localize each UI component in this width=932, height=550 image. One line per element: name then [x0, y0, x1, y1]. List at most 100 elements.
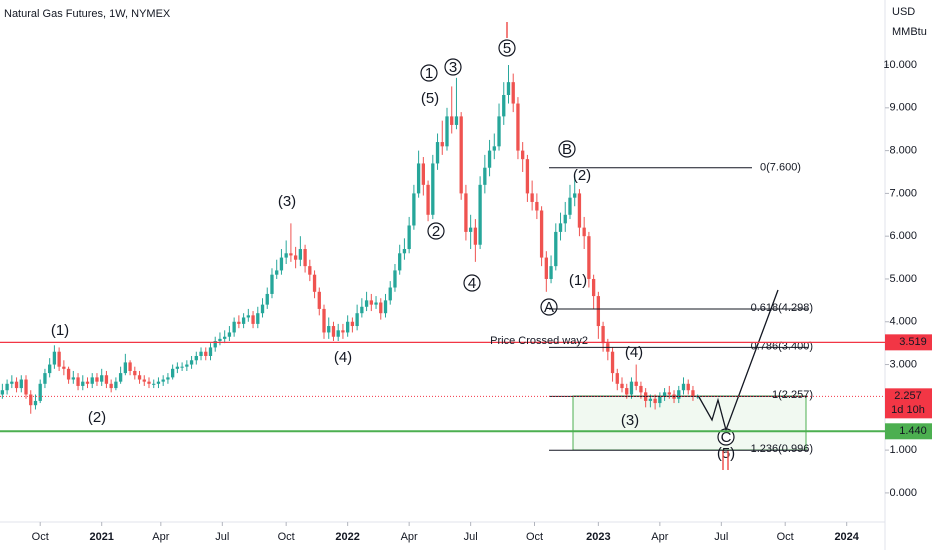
candle-body: [525, 159, 530, 194]
candle-body: [133, 370, 137, 376]
line-text: Price Crossed way2: [490, 335, 588, 347]
wave-projection: [698, 289, 779, 433]
candle-body: [308, 266, 312, 275]
candle-body: [639, 385, 643, 393]
candle-body: [483, 167, 487, 185]
fib-label: 1.236(0.996): [751, 443, 813, 455]
wave-circle: [444, 58, 462, 76]
candle-body: [303, 249, 307, 267]
x-tick-label: Jul: [215, 531, 229, 543]
wave-circle: [463, 274, 481, 292]
wave-label: (4): [334, 349, 352, 366]
candle-body: [440, 142, 444, 147]
chart-title: Natural Gas Futures, 1W, NYMEX: [4, 8, 171, 20]
price-box: [885, 388, 932, 419]
candle-body: [530, 193, 534, 202]
candle-body: [454, 116, 459, 125]
fib-label: 0.786(3.400): [751, 340, 813, 352]
candle-body: [142, 379, 146, 382]
candle-body: [189, 360, 194, 365]
candle-body: [38, 383, 42, 401]
y-tick-label: 9.000: [889, 102, 917, 114]
candle-body: [95, 377, 99, 382]
candle-body: [478, 184, 482, 245]
candle-body: [246, 315, 250, 318]
candle-body: [81, 381, 85, 386]
candle-body: [360, 306, 364, 314]
x-tick-label: Jul: [464, 531, 478, 543]
candle-body: [10, 381, 14, 384]
y-tick-label: 7.000: [889, 187, 917, 199]
candle-body: [194, 355, 198, 361]
candle-body: [383, 300, 388, 314]
candle-body: [66, 368, 71, 380]
candle-body: [615, 373, 619, 384]
candle-body: [270, 274, 274, 294]
candle-body: [317, 291, 321, 309]
candle-body: [71, 377, 75, 380]
price-box: [885, 334, 932, 351]
candle-body: [100, 375, 104, 382]
price-box: [885, 423, 932, 440]
candle-body: [204, 351, 208, 356]
candle-body: [610, 351, 615, 374]
candle-body: [402, 249, 407, 254]
wave-circle: [498, 39, 516, 57]
candle-body: [601, 326, 605, 344]
unit-label: USD: [892, 6, 915, 18]
candle-body: [421, 163, 425, 185]
candle-body: [667, 392, 671, 395]
candle-body: [445, 116, 449, 147]
candle-body: [275, 270, 279, 275]
wave-label: B: [562, 141, 572, 158]
x-tick-label: Apr: [401, 531, 418, 543]
candle-body: [662, 392, 667, 397]
price-box-label: 3.519: [899, 336, 927, 348]
candle-body: [123, 362, 128, 374]
candle-body: [374, 302, 378, 305]
candle-body: [658, 396, 662, 404]
wave-circle: [420, 64, 438, 82]
candle-body: [237, 321, 241, 324]
wave-label: 5: [503, 40, 511, 57]
candle-body: [591, 278, 596, 297]
candle-body: [232, 321, 236, 333]
wave-circle: [427, 222, 445, 240]
candle-body: [19, 379, 23, 389]
wave-label: (1): [569, 272, 587, 289]
candle-body: [213, 341, 217, 348]
candle-body: [620, 383, 624, 389]
candle-body: [279, 257, 284, 271]
candle-body: [256, 313, 260, 324]
fib-label: 0.618(4.298): [751, 302, 813, 314]
y-tick-label: 10.000: [883, 59, 917, 71]
candle-body: [379, 302, 383, 314]
candle-body: [208, 347, 213, 356]
candle-body: [587, 236, 591, 279]
candle-body: [137, 375, 142, 380]
candle-body: [426, 184, 430, 215]
candle-body: [327, 326, 331, 333]
candle-body: [653, 398, 657, 404]
wave-label: 3: [449, 59, 457, 76]
candle-body: [563, 214, 567, 224]
wave-label: A: [544, 299, 554, 316]
candle-body: [52, 351, 57, 365]
wave-label: (2): [88, 409, 106, 426]
candle-body: [468, 227, 473, 232]
x-tick-label: Jul: [714, 531, 728, 543]
wave-label: C: [721, 429, 732, 446]
candle-body: [629, 381, 634, 395]
candle-body: [388, 287, 392, 301]
candle-body: [681, 383, 686, 391]
candle-body: [412, 193, 416, 226]
candle-body: [407, 225, 411, 250]
candle-body: [180, 366, 184, 368]
y-tick-label: 1.000: [889, 444, 917, 456]
candle-body: [284, 253, 288, 258]
candle-body: [241, 317, 246, 324]
candle-body: [5, 383, 9, 391]
candle-body: [549, 266, 553, 279]
candle-body: [492, 146, 496, 151]
candle-body: [355, 313, 359, 327]
